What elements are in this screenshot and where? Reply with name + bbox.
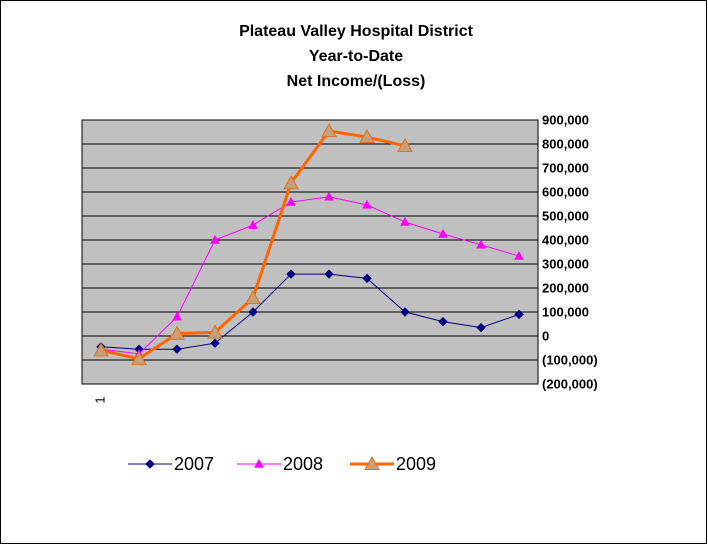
y-tick-label: 100,000 <box>542 304 589 319</box>
data-point <box>286 197 296 206</box>
data-point <box>438 228 448 238</box>
y-tick-label: 400,000 <box>542 232 589 247</box>
data-point <box>172 344 182 354</box>
data-point <box>169 325 185 340</box>
data-point <box>476 239 486 249</box>
data-point <box>248 220 258 229</box>
chart-title: Net Income/(Loss) <box>287 73 426 90</box>
chart-title: Plateau Valley Hospital District <box>239 23 474 40</box>
y-tick-label: 900,000 <box>542 112 589 127</box>
y-tick-label: 700,000 <box>542 160 589 175</box>
data-point <box>286 269 296 279</box>
data-point <box>400 216 410 226</box>
data-point <box>514 251 524 260</box>
data-point <box>283 175 299 190</box>
data-point <box>245 290 261 305</box>
data-point <box>362 273 372 284</box>
y-tick-label: 300,000 <box>542 256 589 271</box>
series-line <box>100 273 520 350</box>
series-line <box>100 196 520 355</box>
y-tick-label: 600,000 <box>542 184 589 199</box>
chart-title: Year-to-Date <box>309 48 403 65</box>
plot-area <box>81 119 539 385</box>
x-tick-label: 1 <box>92 396 107 403</box>
data-point <box>359 129 375 144</box>
data-point <box>324 269 334 279</box>
legend-label: 2007 <box>174 454 214 474</box>
y-tick-label: (200,000) <box>542 376 598 391</box>
data-point <box>514 309 524 320</box>
y-tick-label: 200,000 <box>542 280 589 295</box>
legend-marker <box>254 458 264 468</box>
legend-marker <box>145 459 155 469</box>
y-tick-label: (100,000) <box>542 352 598 367</box>
data-point <box>438 316 448 327</box>
data-point <box>362 199 372 209</box>
data-point <box>476 322 486 333</box>
data-point <box>172 311 182 321</box>
data-point <box>321 123 337 138</box>
data-point <box>210 234 220 244</box>
legend-marker <box>364 455 380 471</box>
legend-label: 2008 <box>283 454 323 474</box>
data-point <box>131 350 147 365</box>
data-point <box>400 307 410 317</box>
y-tick-label: 0 <box>542 328 549 343</box>
data-point <box>397 137 413 153</box>
data-point <box>210 338 220 348</box>
legend-label: 2009 <box>396 454 436 474</box>
y-tick-label: 500,000 <box>542 208 589 223</box>
data-point <box>248 307 258 317</box>
data-point <box>324 191 334 201</box>
data-point <box>93 342 109 357</box>
data-point <box>207 324 223 339</box>
y-tick-label: 800,000 <box>542 136 589 151</box>
